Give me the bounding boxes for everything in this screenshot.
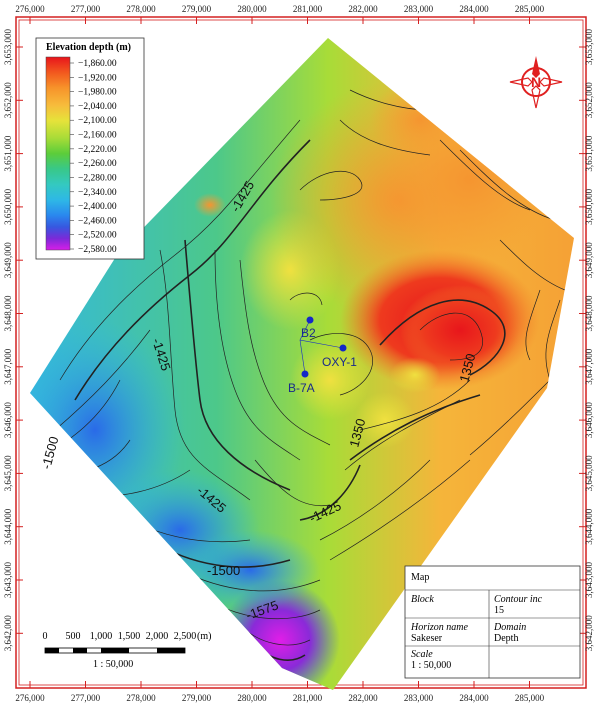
legend-value-label: −2,340.00 xyxy=(78,188,117,198)
legend-value-label: −1,980.00 xyxy=(78,88,117,98)
legend-value-label: −2,520.00 xyxy=(78,231,117,241)
y-tick-label-right: 3,643,000 xyxy=(584,562,594,599)
x-tick-label-bottom: 277,000 xyxy=(71,693,101,703)
info-scale-value: 1 : 50,000 xyxy=(411,660,451,671)
y-axis-labels-left: 3,653,000 3,652,000 3,651,000 3,650,000 3,64… xyxy=(3,29,13,652)
x-tick-label-bottom: 276,000 xyxy=(15,693,45,703)
legend-value-label: −2,100.00 xyxy=(78,116,117,126)
x-tick-label-top: 283,000 xyxy=(404,4,434,14)
legend-value-label: −2,040.00 xyxy=(78,102,117,112)
y-tick-label-left: 3,645,000 xyxy=(3,455,13,492)
x-tick-label-bottom: 285,000 xyxy=(515,693,545,703)
legend: Elevation depth (m) −1,860.00 −1,920.00 −1… xyxy=(35,37,145,260)
y-tick-label-right: 3,645,000 xyxy=(584,455,594,492)
y-tick-label-right: 3,653,000 xyxy=(584,29,594,66)
x-tick-label-top: 279,000 xyxy=(182,4,212,14)
y-tick-label-right: 3,644,000 xyxy=(584,508,594,545)
well-label-oxy-1: OXY-1 xyxy=(322,355,357,369)
scale-tick-label: 2,500 xyxy=(174,631,197,642)
info-scale-label: Scale xyxy=(411,649,433,660)
y-tick-label-right: 3,648,000 xyxy=(584,295,594,332)
x-tick-label-top: 280,000 xyxy=(237,4,267,14)
y-tick-label-left: 3,644,000 xyxy=(3,508,13,545)
y-tick-label-right: 3,652,000 xyxy=(584,82,594,119)
y-tick-label-left: 3,650,000 xyxy=(3,188,13,225)
info-block-label: Block xyxy=(411,594,434,605)
scale-bar: 0 500 1,000 1,500 2,000 2,500 (m) 1 : 50,000 xyxy=(43,631,212,670)
legend-value-label: −2,280.00 xyxy=(78,173,117,183)
y-tick-label-left: 3,643,000 xyxy=(3,562,13,599)
info-horizon-label: Horizon name xyxy=(410,622,469,633)
y-tick-label-left: 3,646,000 xyxy=(3,402,13,439)
x-tick-label-top: 276,000 xyxy=(15,4,45,14)
scale-tick-label: 2,000 xyxy=(146,631,169,642)
y-axis-labels-right: 3,653,000 3,652,000 3,651,000 3,650,000 3,64… xyxy=(584,29,594,652)
x-tick-label-top: 282,000 xyxy=(348,4,378,14)
scale-tick-label: 500 xyxy=(66,631,81,642)
x-tick-label-top: 278,000 xyxy=(126,4,156,14)
legend-value-label: −2,400.00 xyxy=(78,202,117,212)
well-label-b2: B2 xyxy=(301,326,316,340)
x-axis-labels-top: 276,000 277,000 278,000 279,000 280,000 281,0… xyxy=(15,4,544,14)
north-arrow-icon: N xyxy=(509,56,563,109)
x-tick-label-top: 277,000 xyxy=(71,4,101,14)
x-tick-label-top: 284,000 xyxy=(459,4,489,14)
info-title: Map xyxy=(411,572,429,583)
x-tick-label-bottom: 281,000 xyxy=(293,693,323,703)
contour-label: 1350 xyxy=(456,352,478,384)
legend-value-label: −1,920.00 xyxy=(78,73,117,83)
x-tick-label-bottom: 284,000 xyxy=(459,693,489,703)
y-tick-label-right: 3,651,000 xyxy=(584,135,594,172)
legend-value-label: −2,220.00 xyxy=(78,145,117,155)
y-tick-label-right: 3,646,000 xyxy=(584,402,594,439)
scale-tick-label: 1,500 xyxy=(118,631,141,642)
well-label-b-7a: B-7A xyxy=(288,381,315,395)
legend-value-label: −1,860.00 xyxy=(78,59,117,69)
contour-label: -1500 xyxy=(207,563,240,578)
info-box: Map Block Contour inc 15 Horizon name Sa… xyxy=(404,565,581,679)
legend-value-label: −2,260.00 xyxy=(78,159,117,169)
x-axis-labels-bottom: 276,000 277,000 278,000 279,000 280,000 281,0… xyxy=(15,693,544,703)
legend-value-label: −2,580.00 xyxy=(78,245,117,255)
legend-value-label: −2,460.00 xyxy=(78,216,117,226)
x-tick-label-bottom: 282,000 xyxy=(348,693,378,703)
north-arrow-label: N xyxy=(531,74,541,90)
scale-ratio: 1 : 50,000 xyxy=(93,659,133,670)
y-tick-label-left: 3,642,000 xyxy=(3,615,13,652)
scale-tick-label: 0 xyxy=(43,631,48,642)
y-tick-label-right: 3,650,000 xyxy=(584,188,594,225)
scale-unit: (m) xyxy=(197,631,211,642)
contour-label: -1500 xyxy=(38,435,61,471)
y-tick-label-left: 3,653,000 xyxy=(3,29,13,66)
contour-label: 1350 xyxy=(346,417,368,449)
y-tick-label-right: 3,642,000 xyxy=(584,615,594,652)
wells: B2 OXY-1 B-7A xyxy=(288,316,357,395)
info-contour-label: Contour inc xyxy=(494,594,543,605)
y-tick-label-left: 3,652,000 xyxy=(3,82,13,119)
x-tick-label-bottom: 278,000 xyxy=(126,693,156,703)
y-tick-label-left: 3,649,000 xyxy=(3,242,13,279)
scale-tick-label: 1,000 xyxy=(90,631,113,642)
frame-ticks xyxy=(16,17,586,688)
info-domain-value: Depth xyxy=(494,633,518,644)
x-tick-label-top: 281,000 xyxy=(293,4,323,14)
y-tick-label-left: 3,651,000 xyxy=(3,135,13,172)
legend-color-ramp xyxy=(45,56,71,251)
map-frame xyxy=(15,16,587,689)
legend-title: Elevation depth (m) xyxy=(46,42,131,53)
info-contour-value: 15 xyxy=(494,605,504,616)
y-tick-label-left: 3,647,000 xyxy=(3,348,13,385)
legend-value-label: −2,160.00 xyxy=(78,131,117,141)
y-tick-label-right: 3,647,000 xyxy=(584,348,594,385)
map-frame-inner xyxy=(18,19,584,686)
x-tick-label-top: 285,000 xyxy=(515,4,545,14)
y-tick-label-right: 3,649,000 xyxy=(584,242,594,279)
y-tick-label-left: 3,648,000 xyxy=(3,295,13,332)
info-horizon-value: Sakeser xyxy=(411,633,443,644)
x-tick-label-bottom: 279,000 xyxy=(182,693,212,703)
info-domain-label: Domain xyxy=(493,622,526,633)
x-tick-label-bottom: 283,000 xyxy=(404,693,434,703)
x-tick-label-bottom: 280,000 xyxy=(237,693,267,703)
